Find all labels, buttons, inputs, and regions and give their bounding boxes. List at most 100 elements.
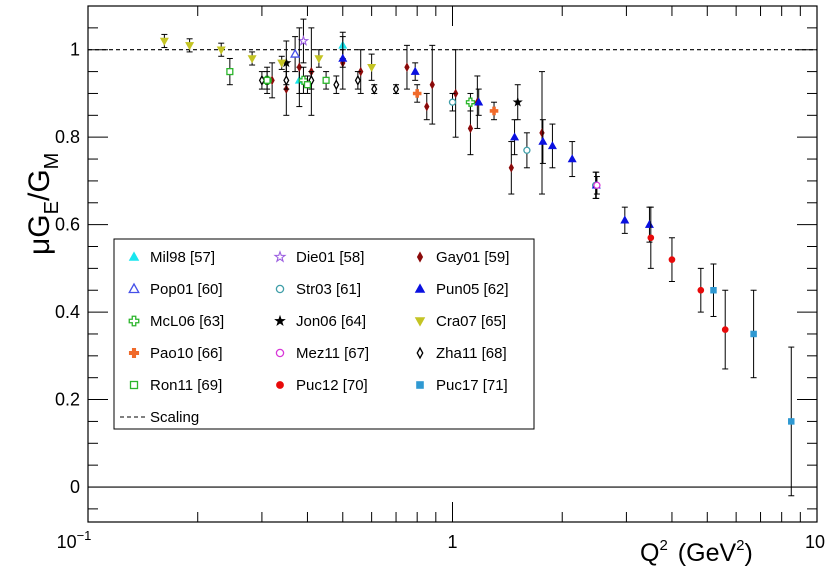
data-point	[668, 256, 676, 263]
x-axis-title-unit-sup: 2	[736, 537, 744, 554]
series-cra07	[159, 33, 377, 81]
data-point	[489, 106, 499, 116]
data-point	[539, 127, 545, 138]
legend-label: McL06 [63]	[150, 313, 224, 330]
data-point	[452, 88, 459, 99]
data-point	[392, 83, 400, 95]
data-point	[412, 89, 422, 98]
data-point	[567, 154, 577, 163]
series-jon06	[281, 40, 523, 121]
legend-label: Pao10 [66]	[150, 345, 223, 362]
legend-label: Scaling	[150, 409, 199, 426]
legend-label: Die01 [58]	[296, 249, 364, 266]
y-tick-label: 0.4	[55, 302, 80, 322]
x-tick-label: 10	[805, 532, 825, 552]
legend-label: Pun05 [62]	[436, 281, 509, 298]
data-point	[277, 59, 287, 68]
legend-label: Ron11 [69]	[150, 377, 222, 394]
legend-label: Puc17 [71]	[436, 377, 508, 394]
data-point	[283, 74, 290, 86]
x-tick-label-base: 10	[57, 532, 77, 552]
legend-label: Jon06 [64]	[296, 313, 366, 330]
y-axis-title-g: G	[23, 214, 56, 237]
data-point	[547, 141, 557, 150]
legend-marker	[274, 314, 286, 326]
legend: Mil98 [57] Die01 [58] Gay01 [59] Pop01 [60]…	[113, 238, 535, 430]
legend-marker	[128, 251, 140, 261]
legend-marker	[128, 282, 140, 294]
legend-marker	[414, 317, 426, 327]
series-zha11	[258, 71, 400, 95]
data-point	[296, 62, 302, 73]
data-point	[465, 97, 476, 107]
series-pop01	[290, 36, 301, 73]
series-mez11	[593, 176, 601, 195]
data-point	[226, 68, 234, 76]
legend-marker	[275, 348, 285, 358]
legend-label: Gay01 [59]	[436, 249, 509, 266]
data-point	[467, 123, 474, 134]
y-axis-title-sub-m: M	[41, 153, 63, 170]
legend-marker	[273, 250, 287, 263]
data-point	[710, 286, 717, 294]
series-puc12	[647, 206, 729, 370]
data-point	[290, 48, 301, 58]
data-point	[303, 81, 312, 89]
data-point	[512, 96, 523, 107]
series-str03	[448, 92, 600, 199]
data-point	[263, 76, 271, 84]
legend-marker	[416, 381, 424, 389]
legend-label: Mil98 [57]	[150, 249, 215, 266]
series-pun05	[338, 49, 654, 243]
y-axis-title: μGE/GM	[23, 153, 63, 255]
legend-marker	[129, 380, 139, 390]
data-point	[404, 62, 410, 73]
data-point	[314, 55, 324, 64]
y-tick-label: 0.6	[55, 215, 80, 235]
data-point	[697, 286, 705, 294]
legend-label: Zha11 [68]	[436, 345, 507, 362]
legend-marker	[128, 315, 140, 327]
legend-label: Cra07 [65]	[436, 313, 506, 330]
y-tick-label: 1	[70, 40, 80, 60]
legend-label: Mez11 [67]	[296, 345, 369, 362]
data-point	[474, 97, 484, 106]
y-axis-title-g-m: G	[23, 169, 56, 192]
data-point	[367, 63, 377, 73]
data-point	[322, 76, 330, 84]
data-point	[308, 74, 315, 86]
data-series	[159, 18, 795, 497]
legend-marker	[414, 283, 426, 293]
x-axis-title: Q2 (GeV2)	[640, 537, 753, 567]
y-axis-title-sub-e: E	[41, 201, 63, 214]
data-point	[750, 330, 757, 338]
data-point	[644, 219, 654, 228]
series-pao10	[412, 84, 499, 121]
x-tick-label: 1	[447, 532, 457, 552]
data-point	[523, 146, 531, 154]
x-axis-title-unit-close: )	[745, 539, 753, 567]
data-point	[410, 66, 420, 75]
data-point	[216, 46, 226, 55]
legend-marker	[275, 284, 285, 294]
data-point	[788, 418, 795, 425]
data-point	[258, 74, 265, 86]
legend-box	[113, 238, 535, 430]
x-axis-title-unit: (GeV	[678, 539, 737, 567]
series-mcl06	[262, 66, 476, 112]
data-point	[448, 98, 457, 106]
data-point	[333, 79, 340, 91]
data-point	[424, 101, 430, 112]
series-die01	[297, 18, 310, 64]
data-point	[185, 42, 195, 51]
data-point	[510, 132, 520, 141]
y-tick-label: 0.8	[55, 127, 80, 147]
data-point	[647, 234, 655, 242]
data-point	[338, 53, 348, 62]
data-point	[593, 181, 601, 189]
y-tick-label: 0.2	[55, 390, 80, 410]
data-point	[721, 326, 729, 333]
legend-marker	[128, 347, 140, 359]
